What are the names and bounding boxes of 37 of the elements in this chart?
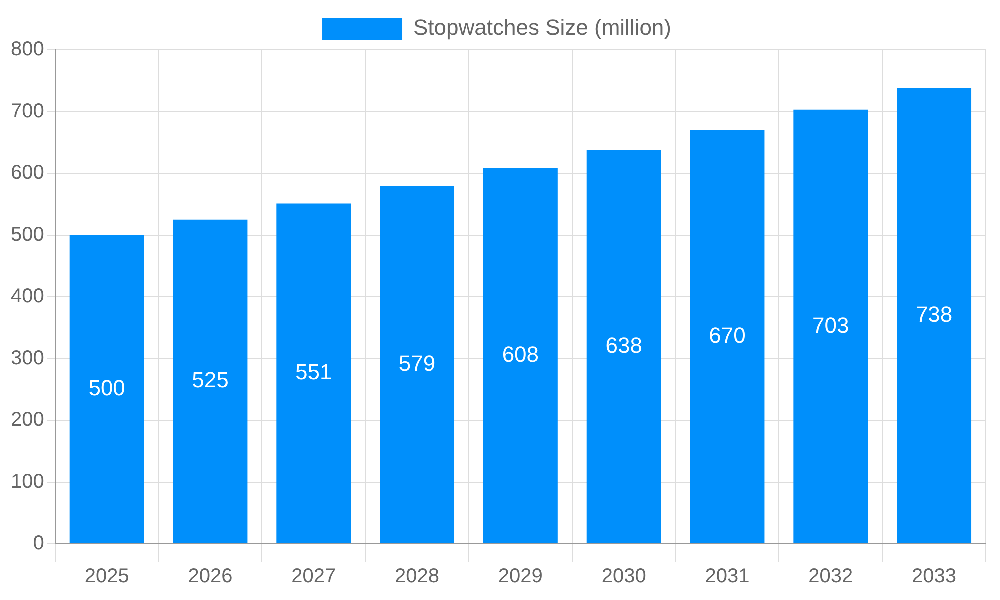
x-tick-label: 2032: [808, 566, 854, 588]
legend-label: Stopwatches Size (million): [414, 15, 672, 40]
x-tick-label: 2026: [188, 566, 233, 588]
y-tick-label: 100: [10, 470, 44, 493]
data-label: 579: [398, 351, 436, 376]
data-label: 703: [812, 312, 850, 338]
y-tick-label: 0: [33, 532, 44, 555]
bar: [897, 88, 972, 544]
y-tick-label: 800: [10, 38, 44, 61]
x-tick-label: 2029: [498, 566, 543, 588]
y-tick-label: 600: [10, 162, 44, 184]
data-label: 608: [502, 342, 540, 368]
bar: [690, 130, 765, 544]
y-tick-label: 500: [10, 224, 44, 246]
bar: [173, 220, 248, 544]
x-tick-label: 2033: [912, 566, 957, 588]
bar: [70, 235, 144, 544]
y-tick-label: 400: [10, 286, 44, 308]
bar: [380, 186, 455, 544]
data-label: 738: [916, 302, 953, 327]
x-tick-label: 2030: [602, 566, 646, 588]
data-label: 551: [296, 360, 332, 385]
bar: [586, 150, 662, 544]
data-label: 525: [192, 368, 229, 393]
data-label: 500: [88, 375, 126, 400]
bar: [276, 204, 352, 544]
y-tick-label: 300: [10, 347, 44, 370]
data-label: 638: [606, 332, 642, 358]
y-tick-label: 700: [10, 100, 44, 122]
data-label: 670: [709, 322, 746, 348]
x-tick-label: 2027: [292, 566, 336, 588]
bar: [794, 110, 868, 544]
y-tick-label: 200: [10, 409, 44, 432]
bar: [483, 168, 558, 544]
x-tick-label: 2025: [84, 566, 130, 588]
x-tick-label: 2028: [395, 566, 440, 588]
x-tick-label: 2031: [705, 566, 750, 588]
